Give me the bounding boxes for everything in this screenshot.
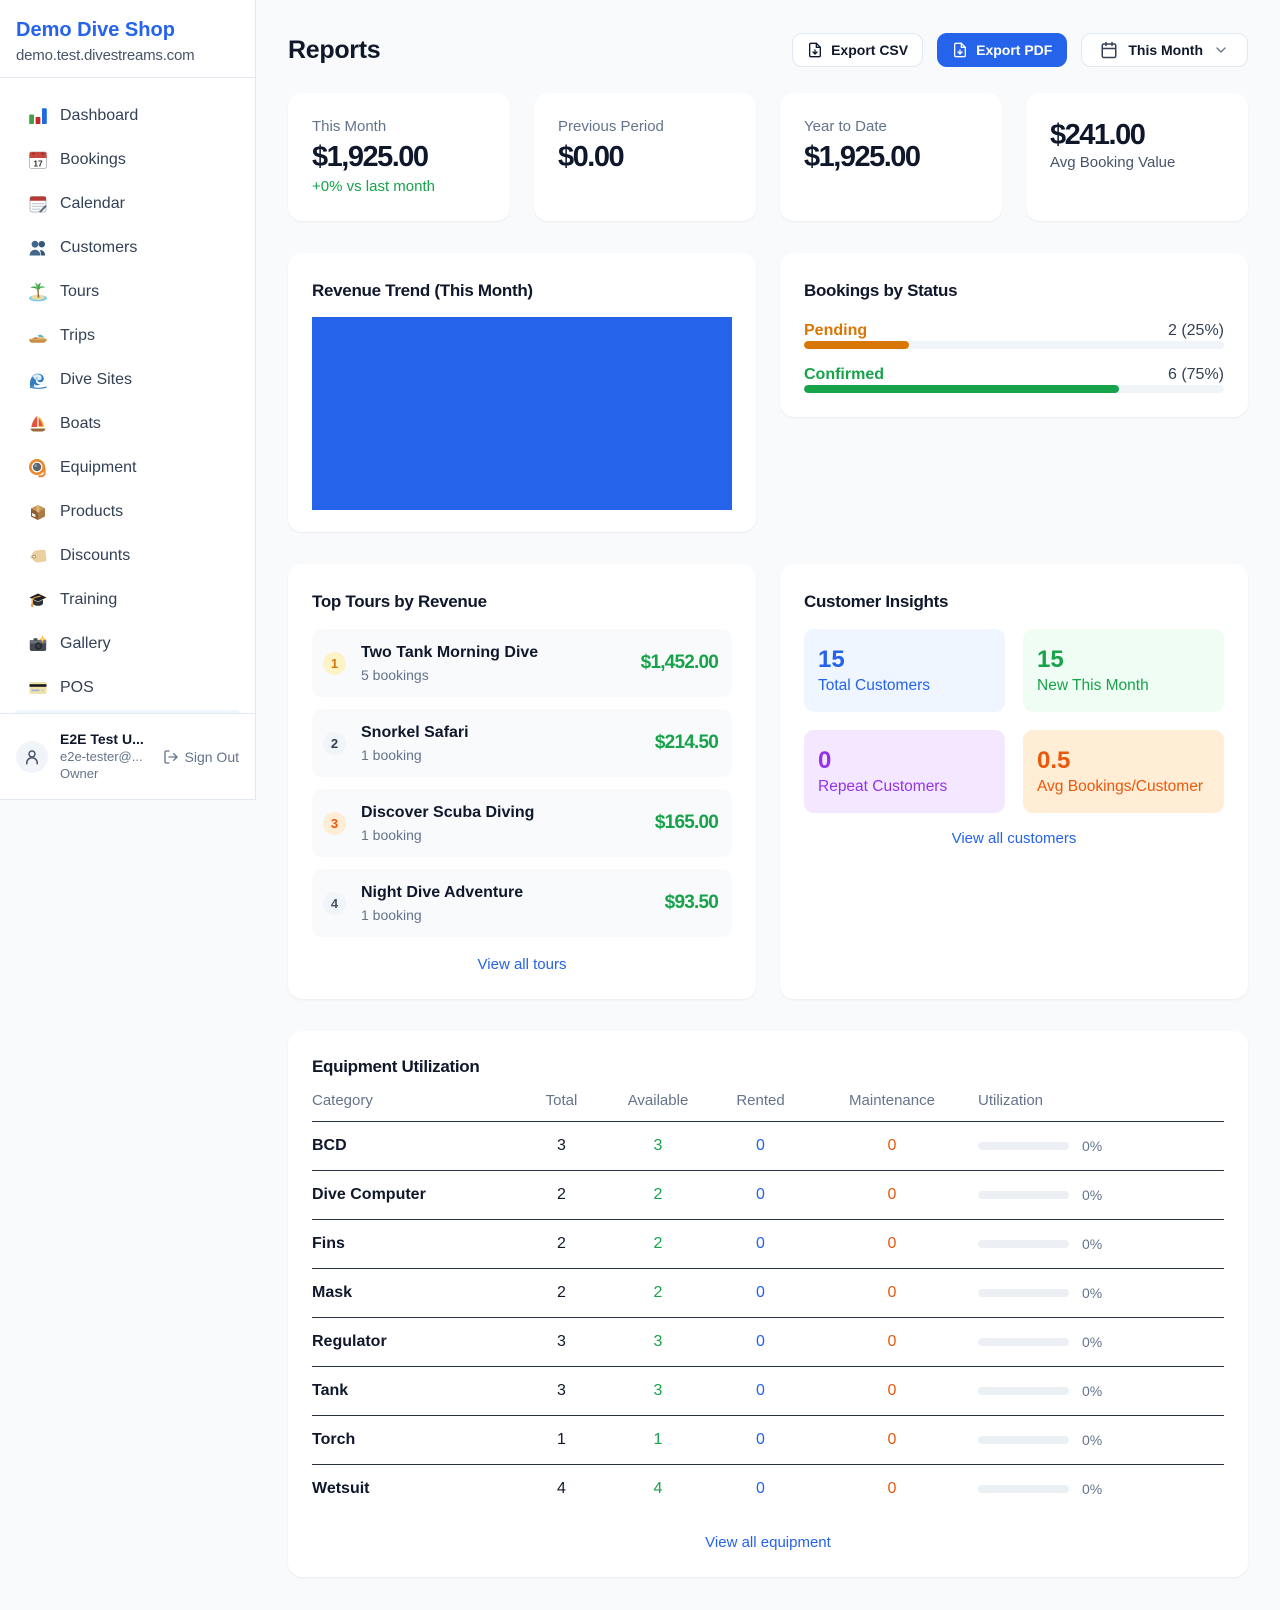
svg-text:17: 17 — [33, 158, 43, 168]
